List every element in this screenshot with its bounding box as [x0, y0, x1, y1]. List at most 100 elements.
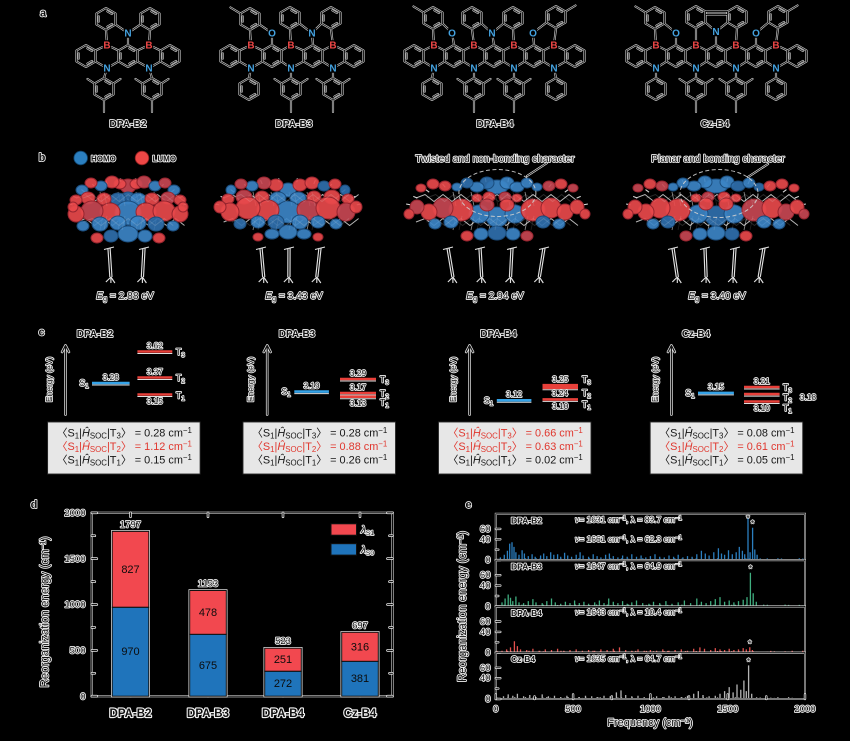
svg-text:Planar and bonding character: Planar and bonding character: [651, 154, 785, 165]
svg-text:3.21: 3.21: [754, 376, 771, 386]
svg-text:O: O: [752, 29, 760, 40]
svg-text:c: c: [38, 327, 44, 339]
svg-text:S1: S1: [281, 387, 291, 399]
svg-text:N: N: [488, 29, 495, 40]
svg-text:DPA-B2: DPA-B2: [110, 708, 152, 720]
svg-text:S1: S1: [79, 378, 89, 390]
svg-text:Energy (eV): Energy (eV): [44, 357, 54, 403]
svg-text:B: B: [510, 41, 517, 52]
svg-text:381: 381: [351, 673, 369, 685]
svg-text:Energy (eV): Energy (eV): [448, 357, 458, 403]
svg-text:251: 251: [274, 654, 292, 666]
svg-text:B: B: [145, 41, 152, 52]
svg-text:Eg = 3.40 eV: Eg = 3.40 eV: [688, 291, 746, 303]
svg-text:40: 40: [480, 627, 491, 638]
svg-text:0: 0: [80, 691, 85, 702]
svg-text:T3: T3: [380, 375, 389, 387]
svg-text:3.13: 3.13: [350, 398, 367, 408]
svg-text:3.10: 3.10: [754, 403, 771, 413]
svg-text:Cz-B4: Cz-B4: [682, 329, 711, 340]
svg-text:N: N: [329, 64, 336, 75]
svg-text:〈S1|ĤSOC|T3〉 = 0.66 cm−1: 〈S1|ĤSOC|T3〉 = 0.66 cm−1: [448, 426, 583, 440]
svg-text:S1: S1: [484, 395, 494, 407]
svg-text:3.18: 3.18: [800, 392, 817, 402]
svg-text:N: N: [124, 29, 131, 40]
svg-text:T3: T3: [783, 383, 792, 395]
svg-text:3.15: 3.15: [708, 382, 725, 392]
svg-text:〈S1|ĤSOC|T2〉 = 0.61 cm−1: 〈S1|ĤSOC|T2〉 = 0.61 cm−1: [659, 440, 794, 454]
svg-text:DPA-B4: DPA-B4: [511, 608, 542, 618]
svg-text:e: e: [465, 499, 471, 511]
svg-text:500: 500: [565, 704, 581, 715]
svg-text:0: 0: [485, 648, 490, 659]
svg-text:*: *: [747, 657, 751, 668]
svg-text:DPA-B3: DPA-B3: [279, 329, 316, 340]
svg-text:N: N: [430, 64, 437, 75]
svg-text:3.24: 3.24: [552, 388, 569, 398]
svg-text:O: O: [529, 29, 537, 40]
svg-text:3.15: 3.15: [147, 396, 164, 406]
svg-text:DPA-B2: DPA-B2: [77, 329, 114, 340]
svg-text:0: 0: [485, 694, 490, 705]
svg-text:*: *: [748, 639, 752, 650]
svg-text:N: N: [287, 64, 294, 75]
svg-text:Eg = 3.43 eV: Eg = 3.43 eV: [265, 291, 323, 303]
svg-text:N: N: [247, 64, 254, 75]
svg-text:3.62: 3.62: [147, 340, 164, 350]
svg-text:ν= 1643 cm−1, λ = 10.4 cm−1: ν= 1643 cm−1, λ = 10.4 cm−1: [575, 607, 682, 617]
svg-text:3.19: 3.19: [304, 380, 321, 390]
svg-text:1000: 1000: [64, 600, 85, 611]
svg-text:60: 60: [480, 570, 491, 581]
svg-text:DPA-B2: DPA-B2: [109, 119, 147, 130]
svg-text:N: N: [145, 64, 152, 75]
svg-text:3.37: 3.37: [147, 366, 164, 376]
svg-text:ν= 1631 cm−1, λ = 83.7 cm−1: ν= 1631 cm−1, λ = 83.7 cm−1: [575, 515, 682, 525]
svg-text:N: N: [470, 64, 477, 75]
svg-text:〈S1|ĤSOC|T1〉 = 0.05 cm−1: 〈S1|ĤSOC|T1〉 = 0.05 cm−1: [659, 453, 794, 467]
svg-text:675: 675: [199, 660, 217, 672]
svg-text:B: B: [103, 41, 110, 52]
svg-text:T2: T2: [783, 393, 792, 405]
svg-text:60: 60: [480, 617, 491, 628]
svg-text:T1: T1: [582, 400, 591, 412]
svg-text:N: N: [308, 29, 315, 40]
svg-text:Frequency (cm−1): Frequency (cm−1): [607, 716, 693, 729]
svg-text:Cz-B4: Cz-B4: [344, 708, 377, 720]
svg-text:523: 523: [275, 636, 291, 647]
svg-text:ν= 1647 cm−1, λ = 64.9 cm−1: ν= 1647 cm−1, λ = 64.9 cm−1: [575, 561, 682, 571]
svg-text:B: B: [692, 41, 699, 52]
svg-text:T2: T2: [582, 388, 591, 400]
svg-text:2000: 2000: [794, 704, 815, 715]
svg-text:40: 40: [480, 534, 491, 545]
svg-text:T3: T3: [176, 347, 185, 359]
svg-text:O: O: [448, 29, 456, 40]
svg-text:Eg = 2.88 eV: Eg = 2.88 eV: [96, 291, 154, 303]
svg-text:60: 60: [480, 524, 491, 535]
svg-text:N: N: [712, 27, 719, 38]
svg-text:272: 272: [274, 678, 292, 690]
svg-text:970: 970: [121, 646, 139, 658]
svg-text:Cz-B4: Cz-B4: [511, 654, 535, 664]
svg-text:DPA-B4: DPA-B4: [480, 329, 517, 340]
svg-text:3.28: 3.28: [103, 372, 120, 382]
svg-text:b: b: [39, 152, 46, 164]
svg-text:〈S1|ĤSOC|T3〉 = 0.08 cm−1: 〈S1|ĤSOC|T3〉 = 0.08 cm−1: [659, 426, 794, 440]
svg-text:LUMO: LUMO: [153, 155, 177, 164]
svg-text:Energy (eV): Energy (eV): [246, 357, 256, 403]
svg-text:Reorganization energy (cm−1): Reorganization energy (cm−1): [456, 531, 469, 682]
svg-text:0: 0: [493, 704, 498, 715]
svg-text:B: B: [652, 41, 659, 52]
svg-text:*: *: [751, 519, 755, 530]
svg-text:B: B: [772, 41, 779, 52]
svg-text:*: *: [748, 564, 752, 575]
svg-text:B: B: [430, 41, 437, 52]
svg-text:a: a: [40, 8, 47, 20]
svg-text:60: 60: [480, 663, 491, 674]
svg-text:Energy (eV): Energy (eV): [650, 357, 660, 403]
svg-text:DPA-B3: DPA-B3: [187, 708, 229, 720]
svg-text:3.17: 3.17: [350, 382, 367, 392]
svg-text:40: 40: [480, 673, 491, 684]
svg-text:O: O: [268, 29, 276, 40]
svg-text:DPA-B3: DPA-B3: [511, 562, 542, 572]
svg-text:B: B: [550, 41, 557, 52]
